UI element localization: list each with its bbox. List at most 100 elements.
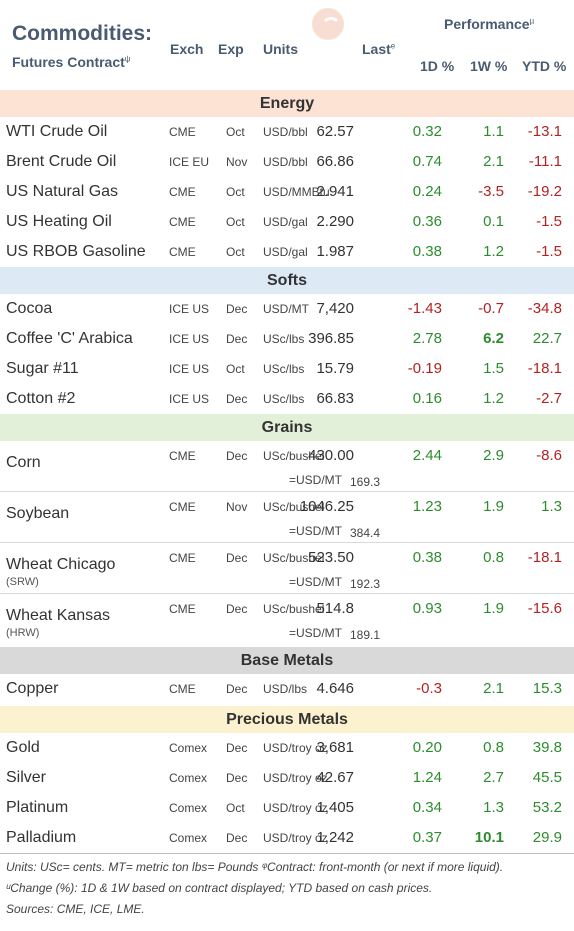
footer-note-change: ᵘChange (%): 1D & 1W based on contract d… [6, 881, 433, 895]
exchange: ICE US [169, 302, 210, 316]
column-header-exp: Exp [218, 41, 244, 57]
table-row: Silver Comex Dec USD/troy oz 42.67 1.24 2.7 45.… [0, 763, 574, 793]
change-1w: 2.1 [483, 680, 504, 697]
table-row: Coffee 'C' Arabica ICE US Dec USc/lbs 396.85… [0, 324, 574, 354]
table-row: Sugar #11 ICE US Oct USc/lbs 15.79 -0.19 1.5 -1… [0, 354, 574, 384]
table-row: US RBOB Gasoline CME Oct USD/gal 1.987 0.38 1.… [0, 237, 574, 267]
change-ytd: -11.1 [528, 153, 562, 170]
commodity-name: WTI Crude Oil [6, 123, 108, 140]
metric-ton-label: =USD/MT [289, 524, 343, 538]
commodity-name: Palladium [6, 829, 77, 846]
change-1d: 0.20 [412, 739, 442, 756]
column-header-units: Units [263, 41, 298, 57]
exchange: Comex [169, 741, 208, 755]
commodity-name: US Heating Oil [6, 213, 112, 230]
expiry: Dec [226, 741, 248, 755]
table-header: Commodities: Futures Contractψ Exch Exp … [0, 0, 574, 90]
commodity-name: Brent Crude Oil [6, 153, 117, 170]
column-header-last: Laste [362, 41, 395, 57]
metric-ton-label: =USD/MT [289, 473, 343, 487]
change-ytd: 53.2 [532, 799, 562, 816]
commodity-name: Sugar #11 [6, 360, 79, 377]
table-row: Wheat Kansas (HRW) CME Dec USc/bushel 514.8 =U… [0, 594, 574, 645]
table-row: Brent Crude Oil ICE EU Nov USD/bbl 66.86 0.74… [0, 147, 574, 177]
change-1d: 0.32 [412, 123, 442, 140]
units: USc/lbs [263, 392, 305, 406]
expiry: Dec [226, 551, 248, 565]
expiry: Dec [226, 332, 248, 346]
commodity-grade: (SRW) [6, 576, 39, 588]
units: USD/MT [263, 302, 309, 316]
metric-ton-value: 169.3 [349, 475, 380, 489]
change-1w: 1.2 [483, 243, 504, 260]
units: USD/bbl [263, 155, 308, 169]
units: USD/lbs [263, 682, 308, 696]
commodity-grade: (HRW) [6, 627, 40, 639]
units: USc/bushel [263, 602, 325, 616]
change-1d: -1.43 [407, 300, 442, 317]
exchange: Comex [169, 831, 208, 845]
change-ytd: -1.5 [536, 243, 562, 260]
last-price: 1.987 [316, 243, 354, 260]
metric-ton-value: 192.3 [349, 577, 380, 591]
commodity-name: Gold [6, 739, 40, 756]
units: USc/lbs [263, 362, 305, 376]
performance-footnote-mark: µ [529, 16, 535, 26]
expiry: Dec [226, 302, 248, 316]
footer-note-sources: Sources: CME, ICE, LME. [6, 902, 145, 916]
subtitle-text: Futures Contract [12, 54, 125, 70]
table-row: Wheat Chicago (SRW) CME Dec USc/bushel 523.50… [0, 543, 574, 594]
column-header-ytd: YTD % [522, 58, 567, 74]
expiry: Dec [226, 771, 248, 785]
metric-ton-label: =USD/MT [289, 575, 343, 589]
expiry: Dec [226, 392, 248, 406]
table-row: US Natural Gas CME Oct USD/MMBtu 2.941 0.24 -3… [0, 177, 574, 207]
units: USc/bushel [263, 449, 325, 463]
change-1d: -0.19 [407, 360, 442, 377]
units: USD/gal [263, 245, 308, 259]
change-1w: 2.1 [483, 153, 504, 170]
last-price: 2.941 [316, 183, 354, 200]
commodity-name: Copper [6, 680, 59, 697]
change-1d: 0.38 [412, 243, 442, 260]
logo-icon [312, 8, 344, 40]
row-divider [0, 593, 574, 594]
column-header-performance: Performanceµ [444, 16, 534, 32]
last-price: 66.86 [316, 153, 354, 170]
change-1d: 1.24 [412, 769, 442, 786]
table-row: Palladium Comex Dec USD/troy oz 1,242 0.37 10.… [0, 823, 574, 853]
change-1w: -3.5 [478, 183, 504, 200]
table-row: Gold Comex Dec USD/troy oz 3,681 0.20 0.8 39.8 [0, 733, 574, 763]
exchange: CME [169, 551, 196, 565]
table-row: Cotton #2 ICE US Dec USc/lbs 66.83 0.16 1.2 -2.… [0, 384, 574, 414]
column-header-exch: Exch [170, 41, 204, 57]
change-1d: 0.37 [412, 829, 442, 846]
change-1w: 1.3 [483, 799, 504, 816]
commodity-name: Cocoa [6, 300, 53, 317]
commodity-name: Wheat Kansas [6, 607, 111, 624]
change-ytd: 39.8 [532, 739, 562, 756]
table-row: Corn CME Dec USc/bushel 430.00 =USD/MT 169.3 2.… [0, 441, 574, 492]
expiry: Nov [226, 155, 248, 169]
exchange: ICE US [169, 332, 210, 346]
section-header-base-metals: Base Metals [0, 647, 574, 674]
change-1d: 0.36 [412, 213, 442, 230]
change-1w: 2.7 [483, 769, 504, 786]
commodity-name: Cotton #2 [6, 390, 76, 407]
change-ytd: -1.5 [536, 213, 562, 230]
expiry: Dec [226, 831, 248, 845]
change-ytd: 29.9 [532, 829, 562, 846]
page-title: Commodities: [12, 22, 153, 45]
change-ytd: 22.7 [532, 330, 562, 347]
change-1d: 0.34 [412, 799, 442, 816]
section-header-energy: Energy [0, 90, 574, 117]
change-ytd: -19.2 [527, 183, 562, 200]
table-row: Copper CME Dec USD/lbs 4.646 -0.3 2.1 15.3 [0, 674, 574, 704]
expiry: Dec [226, 602, 248, 616]
units: USD/troy oz [263, 801, 328, 815]
footer-divider [0, 853, 574, 854]
last-price: 396.85 [308, 330, 354, 347]
change-1d: 2.44 [412, 447, 442, 464]
expiry: Dec [226, 449, 248, 463]
expiry: Oct [226, 215, 245, 229]
